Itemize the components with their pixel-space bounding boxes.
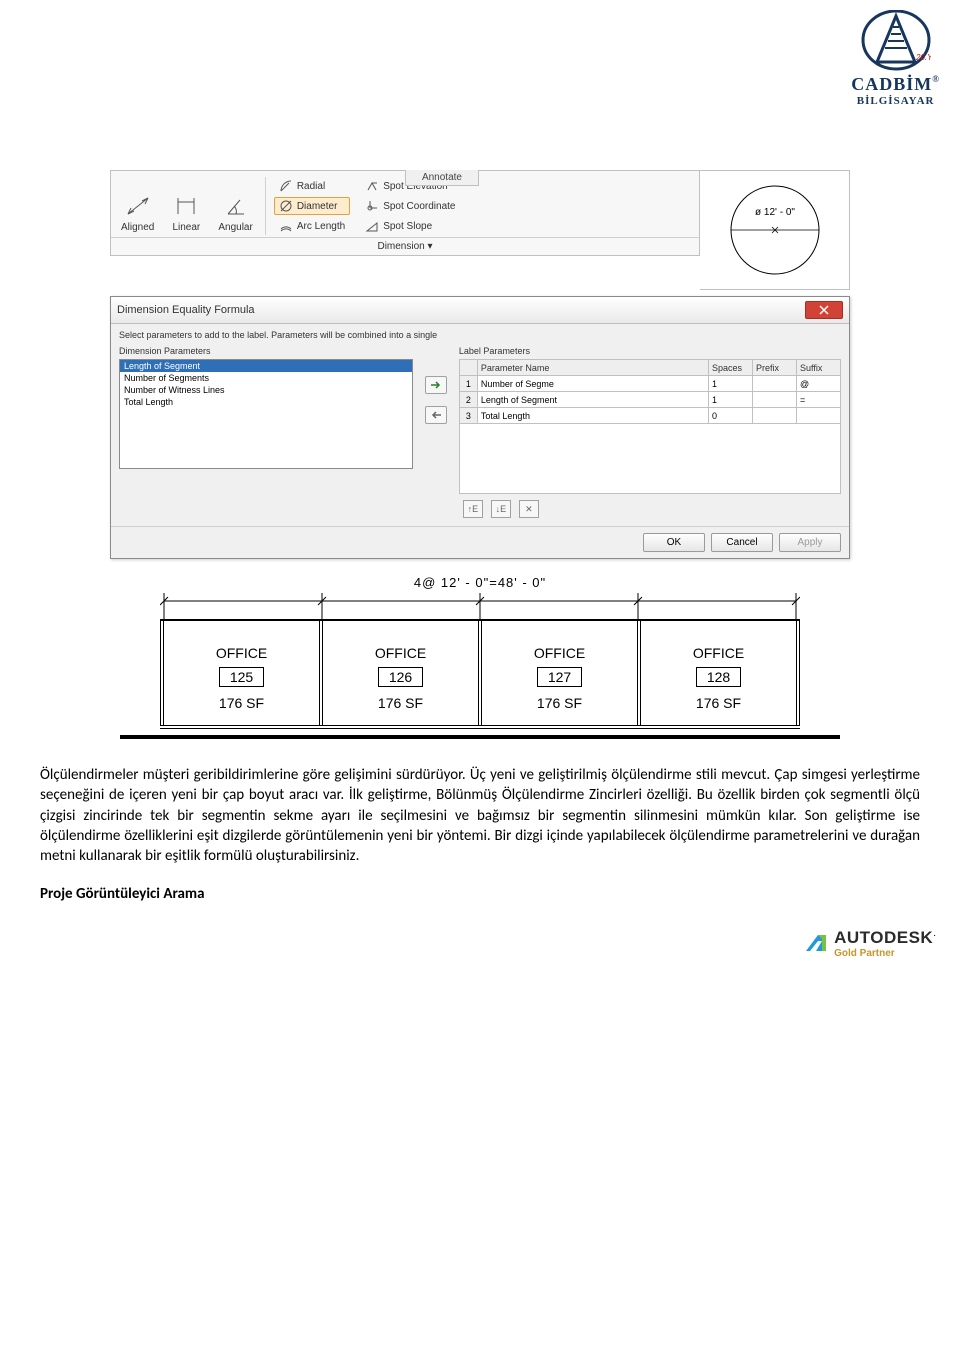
spot-elevation-icon xyxy=(365,179,379,193)
dialog-close-button[interactable] xyxy=(805,301,843,319)
left-section-label: Dimension Parameters xyxy=(119,346,413,356)
office-cell: OFFICE 126 176 SF xyxy=(319,621,478,725)
ribbon-wrap: Annotate Aligned Linear xyxy=(110,170,850,290)
linear-icon xyxy=(172,192,200,218)
move-buttons xyxy=(421,346,451,518)
floorplan-drawing: 4@ 12' - 0"=48' - 0" OFFICE 125 176 SF O… xyxy=(110,573,850,739)
drawing-baseline xyxy=(120,735,840,739)
autodesk-sub: Gold Partner xyxy=(834,948,936,959)
autodesk-logo: AUTODESK. Gold Partner xyxy=(804,928,936,959)
spot-coordinate-icon xyxy=(365,199,379,213)
remove-param-button[interactable] xyxy=(425,406,447,424)
diameter-preview-label: ø 12' - 0" xyxy=(755,207,795,218)
radial-icon xyxy=(279,179,293,193)
aligned-icon xyxy=(124,192,152,218)
office-cell: OFFICE 127 176 SF xyxy=(478,621,637,725)
cadbim-logo: 20.Yıl CADBİM® BİLGİSAYAR xyxy=(851,10,940,107)
move-down-button[interactable]: ↓E xyxy=(491,500,511,518)
arrow-right-icon xyxy=(430,380,442,390)
arrow-left-icon xyxy=(430,410,442,420)
cancel-button[interactable]: Cancel xyxy=(711,533,773,552)
table-row[interactable]: 3 Total Length 0 xyxy=(459,408,840,424)
dialog-title: Dimension Equality Formula xyxy=(117,304,255,316)
autodesk-name: AUTODESK xyxy=(834,928,933,947)
list-item[interactable]: Number of Segments xyxy=(120,372,412,384)
dimension-equality-dialog: Dimension Equality Formula Select parame… xyxy=(110,296,850,559)
ribbon-tab-annotate[interactable]: Annotate xyxy=(405,170,479,186)
brand-name-1: CADBİM xyxy=(851,74,932,94)
right-section-label: Label Parameters xyxy=(459,346,841,356)
svg-text:20.Yıl: 20.Yıl xyxy=(915,53,931,62)
office-row: OFFICE 125 176 SF OFFICE 126 176 SF OFFI… xyxy=(160,619,800,729)
table-row[interactable]: 2 Length of Segment 1 = xyxy=(459,392,840,408)
table-tools: ↑E ↓E ✕ xyxy=(459,500,841,518)
list-item[interactable]: Number of Witness Lines xyxy=(120,384,412,396)
aligned-button[interactable]: Aligned xyxy=(117,190,158,235)
diameter-preview: ø 12' - 0" xyxy=(700,170,850,290)
close-icon xyxy=(819,305,829,315)
angular-icon xyxy=(222,192,250,218)
delete-row-button[interactable]: ✕ xyxy=(519,500,539,518)
cadbim-logo-icon: 20.Yıl xyxy=(861,10,931,72)
screenshot-region: Annotate Aligned Linear xyxy=(110,170,850,739)
dialog-footer: OK Cancel Apply xyxy=(111,526,849,558)
radial-button[interactable]: Radial xyxy=(274,177,350,195)
dimension-text: 4@ 12' - 0"=48' - 0" xyxy=(160,575,800,590)
arc-length-icon xyxy=(279,219,293,233)
delete-icon: ✕ xyxy=(525,504,533,515)
arc-length-button[interactable]: Arc Length xyxy=(274,217,350,235)
diameter-button[interactable]: Diameter xyxy=(274,197,350,215)
move-up-button[interactable]: ↑E xyxy=(463,500,483,518)
table-row[interactable]: 1 Number of Segme 1 @ xyxy=(459,376,840,392)
linear-button[interactable]: Linear xyxy=(168,190,204,235)
spot-slope-icon xyxy=(365,219,379,233)
list-item[interactable]: Total Length xyxy=(120,396,412,408)
ribbon: Annotate Aligned Linear xyxy=(110,170,700,256)
apply-button[interactable]: Apply xyxy=(779,533,841,552)
spot-coordinate-button[interactable]: Spot Coordinate xyxy=(360,197,460,215)
list-item[interactable]: Length of Segment xyxy=(120,360,412,372)
spot-slope-button[interactable]: Spot Slope xyxy=(360,217,460,235)
body-paragraph-1: Ölçülendirmeler müşteri geribildirimleri… xyxy=(40,765,920,866)
table-header-row: Parameter Name Spaces Prefix Suffix xyxy=(459,360,840,376)
dimension-parameters-list[interactable]: Length of Segment Number of Segments Num… xyxy=(119,359,413,469)
office-cell: OFFICE 128 176 SF xyxy=(637,621,800,725)
dimension-dropdown[interactable]: Dimension ▾ xyxy=(111,237,699,255)
label-parameters-table[interactable]: Parameter Name Spaces Prefix Suffix 1 Nu… xyxy=(459,359,841,494)
dialog-titlebar[interactable]: Dimension Equality Formula xyxy=(111,297,849,324)
ok-button[interactable]: OK xyxy=(643,533,705,552)
angular-button[interactable]: Angular xyxy=(214,190,256,235)
dimension-line: 4@ 12' - 0"=48' - 0" xyxy=(160,573,800,619)
section-heading: Proje Görüntüleyici Arama xyxy=(40,884,920,904)
ribbon-col-1: Radial Diameter Arc Length xyxy=(274,177,350,235)
diameter-icon xyxy=(279,199,293,213)
add-param-button[interactable] xyxy=(425,376,447,394)
dimension-big-buttons: Aligned Linear Angular xyxy=(117,177,257,235)
office-cell: OFFICE 125 176 SF xyxy=(160,621,319,725)
brand-name-2: BİLGİSAYAR xyxy=(851,95,940,107)
dialog-hint: Select parameters to add to the label. P… xyxy=(119,330,841,340)
autodesk-icon xyxy=(804,931,828,955)
